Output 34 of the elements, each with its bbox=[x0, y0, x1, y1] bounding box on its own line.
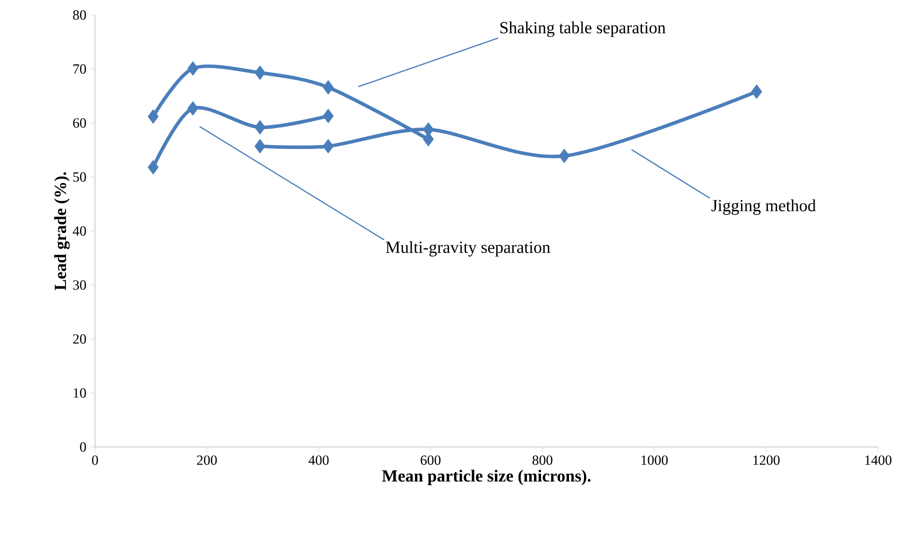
point bbox=[558, 148, 570, 164]
x-tick-label: 400 bbox=[308, 456, 329, 465]
point bbox=[322, 138, 334, 154]
y-tick-label: 20 bbox=[73, 334, 86, 344]
text: Multi-gravity separation bbox=[386, 241, 550, 256]
x-tick-label: 800 bbox=[532, 456, 552, 465]
text: Jigging method bbox=[711, 199, 816, 215]
x-tick-label: 1400 bbox=[865, 456, 892, 465]
point bbox=[148, 109, 159, 124]
point bbox=[187, 61, 198, 76]
x-tick-label: 1200 bbox=[753, 456, 780, 465]
y-tick-label: 50 bbox=[73, 172, 86, 182]
point bbox=[254, 120, 266, 135]
y-tick-label: 60 bbox=[73, 118, 86, 128]
y-axis-title: Lead grade (%). bbox=[54, 172, 70, 290]
point bbox=[254, 138, 266, 154]
y-tick-label: 30 bbox=[73, 280, 86, 290]
y-tick-label: 0 bbox=[80, 442, 86, 452]
point bbox=[751, 84, 762, 99]
y-tick-label: 10 bbox=[74, 388, 86, 398]
x-tick-label: 600 bbox=[420, 456, 441, 465]
point bbox=[187, 101, 198, 116]
text: Shaking table separation bbox=[500, 21, 666, 37]
point bbox=[322, 80, 334, 95]
x-tick-label: 0 bbox=[92, 456, 98, 465]
y-tick-label: 70 bbox=[73, 64, 86, 74]
point bbox=[322, 108, 334, 124]
y-tick-label: 40 bbox=[72, 226, 86, 236]
x-axis-title: Mean particle size (microns). bbox=[382, 470, 591, 486]
point bbox=[148, 160, 159, 175]
point bbox=[254, 66, 266, 80]
x-tick-label: 1000 bbox=[642, 456, 668, 465]
y-tick-label: 80 bbox=[73, 10, 86, 20]
x-tick-label: 200 bbox=[197, 456, 217, 465]
